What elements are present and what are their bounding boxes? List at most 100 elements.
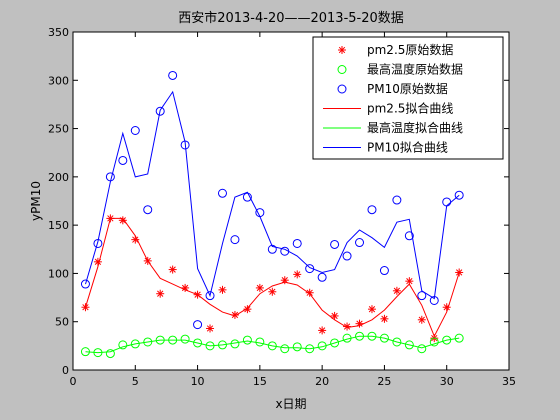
data-point — [417, 344, 427, 354]
data-point — [330, 239, 340, 249]
data-point — [317, 272, 327, 282]
x-tick-label: 30 — [440, 375, 454, 388]
data-point — [255, 283, 264, 292]
x-tick-label: 15 — [253, 375, 267, 388]
data-point — [292, 238, 302, 248]
data-point — [105, 349, 115, 359]
data-point — [330, 311, 339, 320]
series-line — [85, 217, 460, 338]
legend-marker-sample — [337, 65, 347, 74]
series-line — [85, 90, 460, 300]
data-point — [293, 270, 302, 279]
x-tick-label: 25 — [377, 375, 391, 388]
data-point — [155, 106, 165, 116]
y-tick-label: 350 — [48, 26, 69, 39]
y-axis-label: yPM10 — [29, 181, 43, 221]
y-tick-label: 150 — [48, 219, 69, 232]
y-tick-label: 50 — [55, 316, 69, 329]
data-point — [442, 335, 452, 345]
data-point — [218, 285, 227, 294]
x-tick-label: 20 — [315, 375, 329, 388]
data-point — [318, 326, 327, 335]
data-point — [181, 283, 190, 292]
series-line — [85, 335, 460, 354]
data-point — [305, 288, 314, 297]
y-tick-label: 0 — [62, 364, 69, 377]
data-point — [379, 333, 389, 343]
legend-marker-sample — [338, 46, 346, 54]
data-point — [168, 265, 177, 274]
data-point — [392, 195, 402, 205]
data-point — [81, 303, 90, 312]
data-point — [130, 126, 140, 136]
data-point — [355, 238, 365, 248]
data-point — [143, 337, 153, 347]
data-point — [392, 337, 402, 347]
data-marks-layer — [80, 70, 464, 359]
data-point — [242, 335, 252, 345]
data-point — [230, 235, 240, 245]
plot-frame — [72, 31, 510, 371]
y-tick-label: 100 — [48, 267, 69, 280]
data-point — [118, 155, 128, 165]
data-point — [404, 340, 414, 350]
data-point — [217, 188, 227, 198]
data-point — [130, 339, 140, 349]
legend-box — [312, 36, 504, 160]
data-point — [156, 289, 165, 298]
y-tick-label: 200 — [48, 171, 69, 184]
data-point — [392, 286, 401, 295]
series-4 — [85, 335, 460, 354]
data-point — [193, 338, 203, 348]
series-5 — [85, 90, 460, 300]
chart-title: 西安市2013-4-20——2013-5-20数据 — [178, 10, 404, 26]
data-point — [118, 216, 127, 225]
legend-entry-label: 最高温度原始数据 — [367, 62, 463, 77]
x-tick-label: 0 — [70, 375, 77, 388]
data-point — [168, 70, 178, 80]
data-point — [455, 268, 464, 277]
data-point — [292, 342, 302, 352]
data-point — [404, 231, 414, 241]
data-point — [367, 205, 377, 215]
data-point — [243, 305, 252, 314]
legend-entry-label: 最高温度拟合曲线 — [367, 120, 463, 135]
x-tick-label: 35 — [502, 375, 516, 388]
data-point — [379, 266, 389, 276]
data-point — [267, 341, 277, 351]
legend-entry-label: PM10拟合曲线 — [367, 140, 448, 155]
data-point — [280, 344, 290, 354]
y-tick-label: 300 — [48, 74, 69, 87]
data-point — [180, 334, 190, 344]
data-point — [305, 264, 315, 274]
data-point — [268, 287, 277, 296]
legend-entry-label: pm2.5原始数据 — [367, 42, 453, 57]
data-point — [380, 314, 389, 323]
data-point — [206, 324, 215, 333]
data-point — [80, 279, 90, 289]
y-tick-label: 250 — [48, 123, 69, 136]
data-point — [429, 337, 439, 347]
data-point — [343, 322, 352, 331]
legend-entry-label: pm2.5拟合曲线 — [367, 101, 453, 116]
data-point — [417, 291, 427, 301]
data-point — [342, 251, 352, 261]
data-point — [193, 320, 203, 330]
legend-entry-label: PM10原始数据 — [367, 81, 448, 96]
x-tick-label: 10 — [191, 375, 205, 388]
data-point — [118, 340, 128, 350]
data-point — [367, 305, 376, 314]
x-tick-label: 5 — [132, 375, 139, 388]
data-point — [131, 235, 140, 244]
data-point — [417, 315, 426, 324]
data-point — [205, 291, 215, 301]
legend-marker-sample — [337, 84, 347, 94]
data-point — [454, 190, 464, 200]
x-axis-label: x日期 — [275, 397, 306, 411]
data-point — [330, 338, 340, 348]
series-3 — [85, 217, 460, 338]
